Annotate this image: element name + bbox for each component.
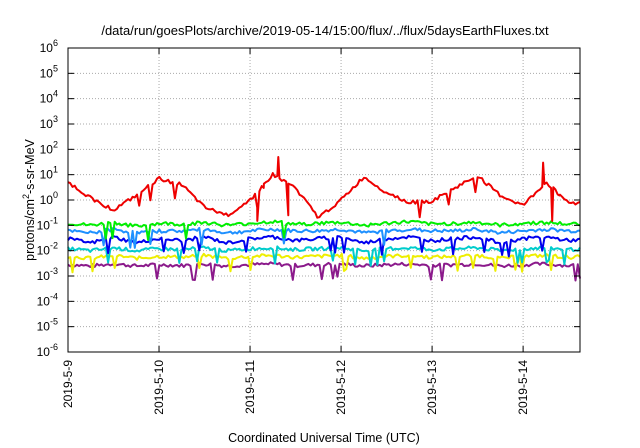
y-tick-label: 105 bbox=[40, 63, 58, 80]
y-tick-label: 104 bbox=[40, 89, 58, 106]
x-tick-label: 2019-5-13 bbox=[425, 360, 439, 415]
y-tick-label: 106 bbox=[40, 38, 58, 55]
x-axis-label: Coordinated Universal Time (UTC) bbox=[228, 431, 420, 445]
y-ticks: 10-6 10-5 10-4 10-3 10-2 10-1 100 101 102 103 104 1… bbox=[37, 38, 580, 359]
grid-lines bbox=[68, 48, 580, 352]
series-line bbox=[67, 245, 581, 267]
x-ticks: 2019-5-9 2019-5-10 2019-5-11 2019-5-12 2019-… bbox=[61, 48, 530, 415]
series-line bbox=[67, 226, 581, 249]
y-tick-label: 10-5 bbox=[37, 317, 58, 334]
y-tick-label: 10-3 bbox=[37, 266, 58, 283]
y-tick-label: 100 bbox=[40, 190, 58, 207]
y-tick-label: 10-1 bbox=[37, 215, 58, 232]
y-tick-label: 101 bbox=[40, 165, 58, 182]
y-tick-label: 10-6 bbox=[37, 342, 58, 359]
series-lines bbox=[67, 156, 581, 282]
series-line bbox=[67, 219, 581, 241]
series-line bbox=[67, 156, 581, 222]
y-tick-label: 102 bbox=[40, 139, 58, 156]
x-tick-label: 2019-5-14 bbox=[516, 360, 530, 415]
series-line bbox=[67, 234, 581, 258]
y-tick-label: 10-4 bbox=[37, 291, 58, 308]
x-tick-label: 2019-5-10 bbox=[152, 360, 166, 415]
series-line bbox=[67, 261, 581, 282]
y-tick-label: 10-2 bbox=[37, 241, 58, 258]
y-axis-label: protons/cm2-s-sr-MeV bbox=[21, 138, 37, 260]
x-tick-label: 2019-5-11 bbox=[243, 360, 257, 414]
series-line bbox=[67, 252, 581, 274]
y-tick-label: 103 bbox=[40, 114, 58, 131]
chart-title: /data/run/goesPlots/archive/2019-05-14/1… bbox=[101, 23, 549, 38]
x-tick-label: 2019-5-9 bbox=[61, 360, 75, 408]
x-tick-label: 2019-5-12 bbox=[334, 360, 348, 415]
